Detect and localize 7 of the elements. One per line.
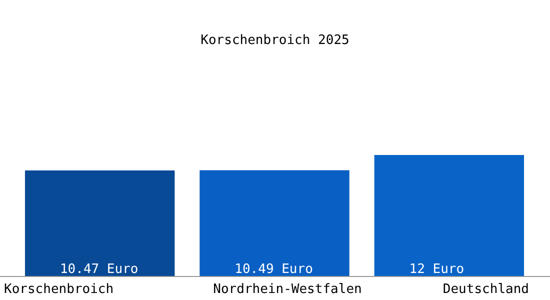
data-label: 10.49 Euro bbox=[234, 262, 313, 277]
x-tick-label: Deutschland bbox=[442, 282, 529, 297]
data-label: 12 Euro bbox=[409, 262, 464, 277]
data-label: 10.47 Euro bbox=[60, 262, 138, 277]
chart-title: Korschenbroich 2025 bbox=[200, 33, 350, 48]
x-tick-label: Nordrhein-Westfalen bbox=[213, 282, 362, 297]
x-tick-label: Korschenbroich bbox=[4, 282, 114, 297]
